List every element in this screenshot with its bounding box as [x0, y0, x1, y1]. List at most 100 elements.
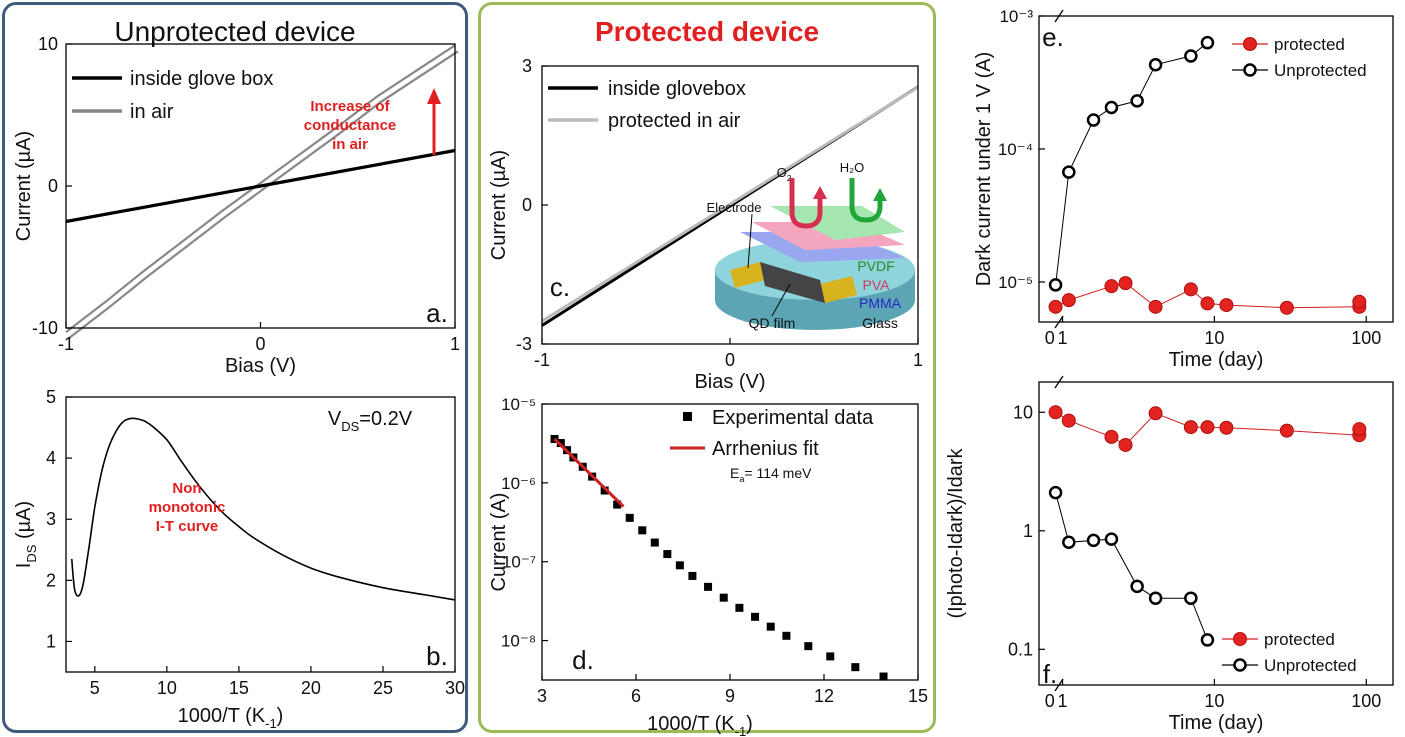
panel-label-d: d. — [572, 645, 594, 675]
inset-label-electrode: Electrode — [707, 200, 762, 215]
data-point-experimental — [766, 622, 775, 631]
series-line-in-air-return — [68, 50, 459, 339]
inset-h2o-arrow — [849, 178, 883, 223]
unprotected-heading: Unprotected device — [114, 16, 356, 47]
ytick-label-e: 10⁻⁴ — [998, 140, 1033, 159]
annotation-conductance: in air — [332, 136, 368, 153]
xtick-label-a: -1 — [58, 334, 74, 354]
xlabel-a: Bias (V) — [225, 355, 296, 377]
ytick-label-c: 0 — [522, 195, 532, 215]
data-point-protected-f — [1048, 405, 1063, 420]
data-point-protected-e — [1279, 300, 1294, 315]
data-point-protected-f — [1104, 429, 1119, 444]
inset-electrode-right — [820, 276, 857, 303]
ytick-label-f: 0.1 — [1008, 639, 1033, 659]
data-point-experimental — [675, 561, 684, 570]
legend-label-experimental: Experimental data — [712, 407, 874, 429]
series-line-arrhenius-fit — [553, 437, 625, 508]
data-point-protected-e — [1104, 279, 1119, 294]
xtick-label-b: 20 — [301, 678, 321, 698]
data-point-experimental — [804, 642, 813, 651]
xtick-label-d: 9 — [725, 686, 735, 706]
data-point-protected-f — [1279, 423, 1294, 438]
data-point-experimental — [851, 663, 860, 672]
ylabel-e: Dark current under 1 V (A) — [973, 52, 995, 287]
ylabel-d: Current (A) — [488, 493, 510, 592]
inset-label-o2: O2 — [777, 165, 792, 183]
data-point-experimental — [688, 571, 697, 580]
annotation-conductance: Increase of — [310, 98, 390, 115]
ylabel-a: Current (µA) — [13, 131, 35, 241]
data-point-unprotected-e — [1104, 100, 1119, 115]
panel-label-e: e. — [1042, 22, 1064, 52]
data-point-experimental — [650, 538, 659, 547]
ytick-label-b: 1 — [46, 631, 56, 651]
data-point-experimental — [735, 603, 744, 612]
data-point-protected-e — [1183, 282, 1198, 297]
panel-label-c: c. — [550, 272, 570, 302]
axis-break-top-e — [1054, 9, 1064, 23]
inset-pvdf-layer — [770, 206, 905, 240]
legend-marker-unprotected-f — [1233, 658, 1247, 672]
inset-label-glass: Glass — [862, 315, 898, 331]
data-point-protected-e — [1352, 294, 1367, 309]
data-point-experimental — [782, 631, 791, 640]
panel-label-a: a. — [426, 298, 448, 328]
series-line-ids — [70, 417, 456, 601]
ytick-label-d: 10⁻⁷ — [502, 553, 536, 572]
data-point-experimental — [663, 550, 672, 559]
xlabel-d: 1000/T (K-1) — [647, 713, 753, 737]
ytick-label-e: 10⁻³ — [999, 7, 1033, 26]
annotation-conductance: conductance — [304, 117, 397, 134]
xlabel-b: 1000/T (K-1) — [178, 705, 284, 731]
protected-panel-frame — [478, 2, 936, 733]
xtick-label-b: 30 — [445, 678, 465, 698]
xlabel-c: Bias (V) — [694, 371, 765, 393]
data-point-unprotected-e — [1048, 278, 1063, 292]
data-point-experimental — [625, 513, 634, 522]
data-point-experimental — [638, 526, 647, 535]
ytick-label-f: 10 — [1013, 402, 1033, 422]
inset-qd-film — [760, 262, 825, 303]
axes-f — [1038, 381, 1394, 686]
ytick-label-d: 10⁻⁵ — [501, 395, 536, 414]
data-point-experimental — [751, 612, 760, 621]
ytick-label-e: 10⁻⁵ — [998, 273, 1033, 292]
xtick-label-f: 0 — [1045, 691, 1055, 711]
xtick-label-d: 3 — [537, 686, 547, 706]
legend-marker-protected-e — [1243, 37, 1257, 51]
annotation-non-monotonic: monotonic — [149, 499, 226, 516]
data-point-unprotected-f — [1130, 579, 1144, 594]
xtick-label-b: 10 — [157, 678, 177, 698]
data-point-protected-e — [1219, 298, 1234, 313]
ytick-label-b: 4 — [46, 448, 56, 468]
inset-o2-arrow — [789, 178, 823, 229]
ytick-label-b: 2 — [46, 570, 56, 590]
data-point-experimental — [556, 439, 565, 448]
unprotected-panel-frame — [2, 2, 468, 733]
data-point-unprotected-e — [1086, 113, 1101, 127]
ytick-label-c: 3 — [522, 56, 532, 76]
inset-label-pmma: PMMA — [859, 295, 902, 311]
data-point-experimental — [704, 582, 713, 591]
fit-note-activation-energy: Ea= 114 meV — [730, 465, 812, 484]
xtick-label-a: 1 — [450, 334, 460, 354]
condition-vds: VDS=0.2V — [328, 408, 413, 434]
xtick-label-e: 100 — [1351, 328, 1381, 348]
ytick-label-f: 1 — [1023, 521, 1033, 541]
inset-h2o-arrow-head — [873, 188, 887, 201]
data-point-protected-e — [1118, 276, 1133, 291]
ytick-label-b: 3 — [46, 509, 56, 529]
legend-label-glove-box: inside glove box — [130, 68, 273, 90]
data-point-unprotected-f — [1086, 533, 1101, 548]
data-point-experimental — [826, 652, 835, 661]
data-point-experimental — [613, 500, 622, 509]
xtick-label-e: 1 — [1058, 328, 1068, 348]
data-point-protected-f — [1200, 420, 1215, 435]
axes-e — [1038, 15, 1394, 323]
ytick-label-a: 0 — [48, 176, 58, 196]
xtick-label-c: -1 — [534, 350, 550, 370]
xtick-label-d: 12 — [814, 686, 834, 706]
xtick-label-b: 15 — [229, 678, 249, 698]
ytick-label-d: 10⁻⁶ — [501, 474, 536, 493]
